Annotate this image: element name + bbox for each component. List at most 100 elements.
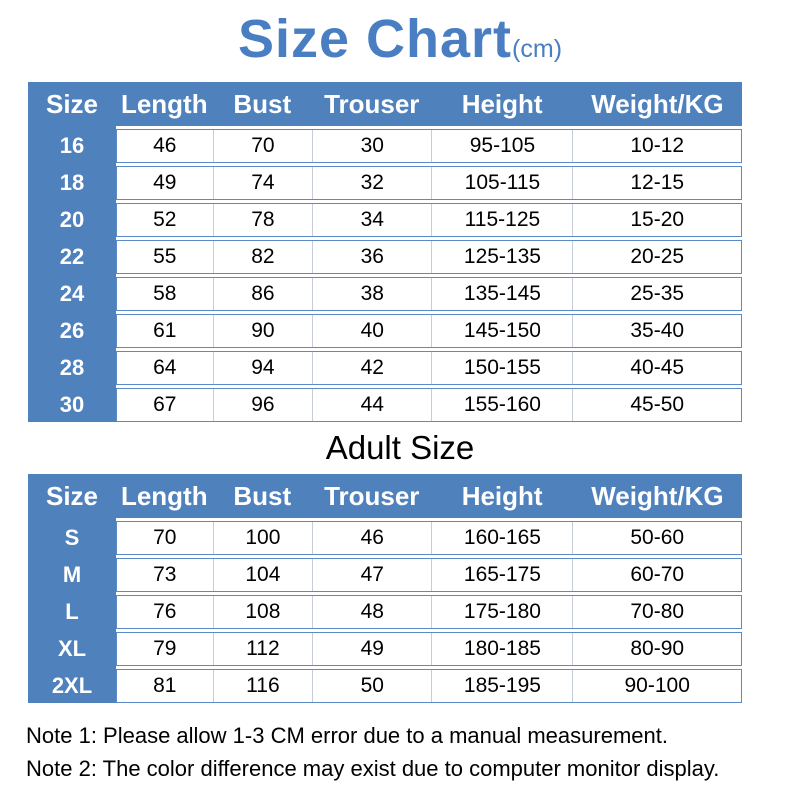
row-values: 61 90 40 145-150 35-40 xyxy=(116,314,742,348)
table-cell: 46 xyxy=(153,134,177,157)
size-label: 18 xyxy=(59,170,85,195)
size-label: 30 xyxy=(59,392,85,417)
table-cell: 67 xyxy=(153,393,177,416)
size-chart-table-kids: Size Length Bust Trouser Height Weight/KG 16 4… xyxy=(28,82,742,422)
table-cell: 25-35 xyxy=(572,278,741,310)
table-cell: 58 xyxy=(153,282,177,305)
table-row: L 76 108 48 175-180 70-80 xyxy=(28,595,742,629)
table-cell: 145-150 xyxy=(431,315,572,347)
table-cell: 30 xyxy=(312,130,431,162)
table-row: 2XL 81 116 50 185-195 90-100 xyxy=(28,669,742,703)
table-cell: 108 xyxy=(212,596,313,628)
table-cell: 115-125 xyxy=(431,204,572,236)
table-cell: 70 xyxy=(212,130,313,162)
table-row: S 70 100 46 160-165 50-60 xyxy=(28,521,742,555)
table-cell: 95-105 xyxy=(431,130,572,162)
size-label: 26 xyxy=(59,318,85,343)
column-header: Length xyxy=(120,88,208,119)
table-cell: 82 xyxy=(212,241,313,273)
table-cell: 50-60 xyxy=(572,522,741,554)
table-cell: 55 xyxy=(153,245,177,268)
table-row: 24 58 86 38 135-145 25-35 xyxy=(28,277,742,311)
table-cell: 185-195 xyxy=(431,670,572,702)
page-title-text: Size Chart xyxy=(237,9,513,69)
table-cell: 125-135 xyxy=(431,241,572,273)
table-cell: 52 xyxy=(153,208,177,231)
size-column-background xyxy=(28,82,116,422)
table-cell: 12-15 xyxy=(572,167,741,199)
table-cell: 44 xyxy=(312,389,431,421)
table-cell: 80-90 xyxy=(572,633,741,665)
column-header: Bust xyxy=(233,480,292,511)
table-cell: 135-145 xyxy=(431,278,572,310)
table-cell: 96 xyxy=(212,389,313,421)
size-label: 20 xyxy=(59,207,85,232)
table-cell: 60-70 xyxy=(572,559,741,591)
table-cell: 32 xyxy=(312,167,431,199)
row-values: 58 86 38 135-145 25-35 xyxy=(116,277,742,311)
table-cell: 160-165 xyxy=(431,522,572,554)
table-cell: 61 xyxy=(153,319,177,342)
table-row: 22 55 82 36 125-135 20-25 xyxy=(28,240,742,274)
table-cell: 46 xyxy=(312,522,431,554)
table-cell: 155-160 xyxy=(431,389,572,421)
table-cell: 45-50 xyxy=(572,389,741,421)
row-values: 46 70 30 95-105 10-12 xyxy=(116,129,742,163)
table-cell: 70-80 xyxy=(572,596,741,628)
size-label: M xyxy=(62,562,82,587)
table-row: 28 64 94 42 150-155 40-45 xyxy=(28,351,742,385)
column-header: Trouser xyxy=(324,480,420,511)
table-cell: 42 xyxy=(312,352,431,384)
table-cell: 90 xyxy=(212,315,313,347)
row-values: 81 116 50 185-195 90-100 xyxy=(116,669,742,703)
column-header: Trouser xyxy=(324,88,420,119)
table-cell: 35-40 xyxy=(572,315,741,347)
row-values: 49 74 32 105-115 12-15 xyxy=(116,166,742,200)
table-cell: 38 xyxy=(312,278,431,310)
size-label: 16 xyxy=(59,133,85,158)
note-line-2: Note 2: The color difference may exist d… xyxy=(26,756,720,781)
table-cell: 10-12 xyxy=(572,130,741,162)
table-cell: 165-175 xyxy=(431,559,572,591)
table-row: 16 46 70 30 95-105 10-12 xyxy=(28,129,742,163)
table-cell: 49 xyxy=(312,633,431,665)
column-header: Height xyxy=(461,88,543,119)
table-cell: 112 xyxy=(212,633,313,665)
table-cell: 100 xyxy=(212,522,313,554)
table-cell: 36 xyxy=(312,241,431,273)
table-cell: 175-180 xyxy=(431,596,572,628)
size-label: 2XL xyxy=(51,673,93,698)
size-label: XL xyxy=(57,636,87,661)
table-row: M 73 104 47 165-175 60-70 xyxy=(28,558,742,592)
size-label: L xyxy=(65,599,79,624)
page-title-unit: (cm) xyxy=(512,35,563,63)
column-header: Bust xyxy=(233,88,292,119)
table-cell: 76 xyxy=(153,600,177,623)
table-cell: 47 xyxy=(312,559,431,591)
table-row: 26 61 90 40 145-150 35-40 xyxy=(28,314,742,348)
table-cell: 74 xyxy=(212,167,313,199)
notes-section: Note 1: Please allow 1-3 CM error due to… xyxy=(26,719,800,785)
page-title: Size Chart(cm) xyxy=(0,8,800,70)
row-values: 76 108 48 175-180 70-80 xyxy=(116,595,742,629)
table-cell: 48 xyxy=(312,596,431,628)
table-cell: 70 xyxy=(153,526,177,549)
row-values: 52 78 34 115-125 15-20 xyxy=(116,203,742,237)
table-cell: 90-100 xyxy=(572,670,741,702)
table-cell: 49 xyxy=(153,171,177,194)
table-cell: 40-45 xyxy=(572,352,741,384)
table-row: 30 67 96 44 155-160 45-50 xyxy=(28,388,742,422)
table-header-row: Size Length Bust Trouser Height Weight/KG xyxy=(28,474,742,518)
row-values: 67 96 44 155-160 45-50 xyxy=(116,388,742,422)
table-cell: 180-185 xyxy=(431,633,572,665)
column-header: Size xyxy=(45,480,99,511)
row-values: 79 112 49 180-185 80-90 xyxy=(116,632,742,666)
size-label: 22 xyxy=(59,244,85,269)
size-chart-table-adult: Size Length Bust Trouser Height Weight/KG S 70… xyxy=(28,474,742,703)
table-cell: 40 xyxy=(312,315,431,347)
table-cell: 79 xyxy=(153,637,177,660)
table-cell: 78 xyxy=(212,204,313,236)
column-header: Weight/KG xyxy=(591,88,724,119)
table-cell: 116 xyxy=(212,670,313,702)
table-cell: 64 xyxy=(153,356,177,379)
